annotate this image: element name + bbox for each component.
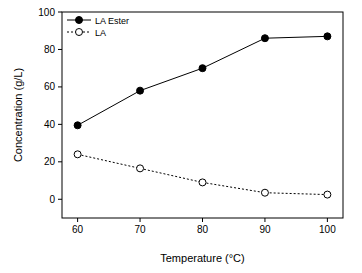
y-tick-label: 80 [44,44,56,55]
y-tick [58,124,62,125]
series-point [324,33,331,40]
legend-marker [76,17,83,24]
x-tick [77,218,78,222]
y-tick-label: 60 [44,81,56,92]
y-tick [58,161,62,162]
series-point [324,191,331,198]
series-point [199,179,206,186]
y-tick [58,199,62,200]
x-tick-label: 90 [259,224,271,235]
series-point [261,35,268,42]
x-tick [202,218,203,222]
y-tick-label: 20 [44,156,56,167]
x-axis-label: Temperature (°C) [160,252,244,264]
x-tick-label: 80 [197,224,209,235]
y-tick [58,86,62,87]
y-tick-label: 100 [38,7,55,18]
x-tick [264,218,265,222]
plot-frame [62,12,343,218]
y-tick-label: 40 [44,119,56,130]
series-line [78,36,328,125]
plot-data [74,33,331,198]
y-tick-label: 0 [49,194,55,205]
y-axis-label: Concentration (g/L) [12,68,24,162]
x-tick-label: 100 [319,224,336,235]
series-point [137,165,144,172]
x-tick-label: 70 [134,224,146,235]
series-point [199,65,206,72]
legend-label: LA Ester [95,16,129,26]
series-line [78,154,328,194]
y-tick [58,49,62,50]
x-tick [140,218,141,222]
series-point [74,122,81,129]
series-point [74,151,81,158]
series-point [261,189,268,196]
legend-label: LA [95,28,106,38]
y-tick [58,12,62,13]
chart: 0 20 40 60 80 100 60 70 80 90 100 Temperature (°C) C… [0,0,362,273]
x-tick-label: 60 [72,224,84,235]
legend-marker [76,29,83,36]
x-tick [327,218,328,222]
series-point [137,87,144,94]
